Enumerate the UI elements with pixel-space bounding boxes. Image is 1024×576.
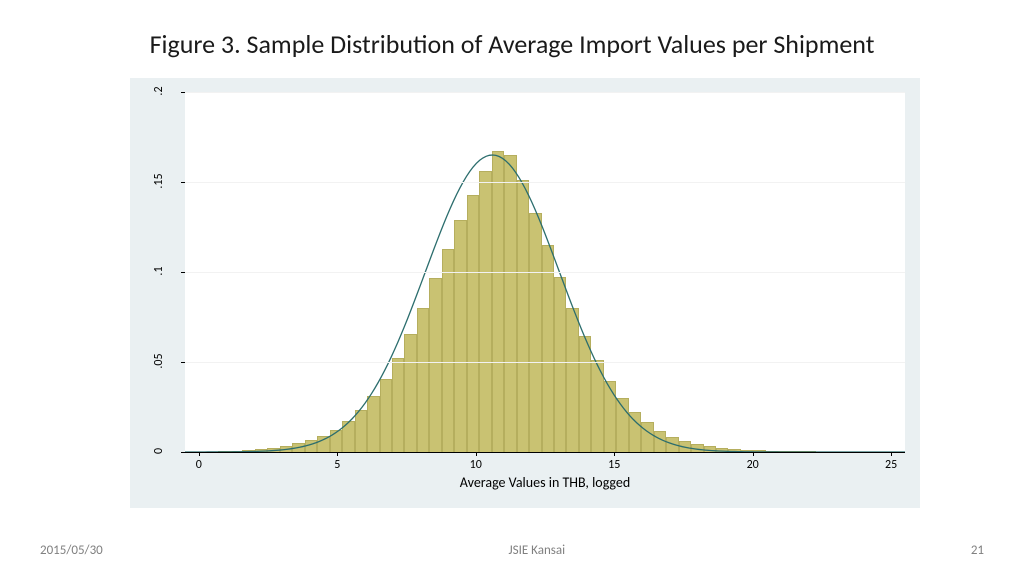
gridline [185, 182, 905, 183]
histogram-bar [479, 171, 491, 452]
histogram-bar [666, 437, 678, 452]
x-tick-label: 10 [470, 458, 482, 472]
histogram-bar [504, 155, 516, 452]
footer-date: 2015/05/30 [40, 543, 103, 558]
slide-footer: 2015/05/30 JSIE Kansai 21 [40, 543, 984, 558]
histogram-bar [367, 396, 379, 452]
histogram-bar [492, 151, 504, 452]
x-tick-label: 25 [885, 458, 897, 472]
histogram-bar [355, 410, 367, 452]
histogram-bar [429, 278, 441, 452]
histogram-bar [629, 412, 641, 453]
histogram-bar [292, 443, 304, 452]
y-tick-label: 0 [152, 431, 166, 471]
histogram-bar [342, 421, 354, 453]
histogram-bar [679, 441, 691, 452]
histogram-bar [392, 358, 404, 452]
histogram-bar [616, 398, 628, 452]
histogram-bar [591, 360, 603, 452]
histogram-bar [442, 249, 454, 452]
histogram-bar [330, 430, 342, 453]
y-tick [181, 182, 185, 183]
footer-page: 21 [971, 543, 984, 558]
histogram-bar [579, 336, 591, 452]
x-tick [199, 452, 200, 456]
y-tick-label: .2 [152, 71, 166, 111]
gridline [185, 362, 905, 363]
histogram-bar [654, 431, 666, 452]
histogram-bar [554, 277, 566, 452]
histogram-bar [417, 308, 429, 452]
histogram-bar [404, 334, 416, 452]
x-tick [891, 452, 892, 456]
x-axis-line [185, 452, 905, 453]
gridline [185, 272, 905, 273]
chart-plot-area: 0.05.1.15.20510152025Average Values in T… [185, 92, 905, 452]
chart-container: 0.05.1.15.20510152025Average Values in T… [130, 78, 920, 508]
histogram-bar [380, 379, 392, 452]
footer-center: JSIE Kansai [509, 543, 566, 558]
histogram-bar [305, 440, 317, 452]
x-tick [476, 452, 477, 456]
y-tick-label: .05 [152, 341, 166, 381]
histogram-bar [317, 436, 329, 452]
histogram-bar [542, 245, 554, 452]
histogram-bar [529, 213, 541, 452]
y-tick [181, 362, 185, 363]
histogram-bar [517, 180, 529, 452]
x-tick [614, 452, 615, 456]
gridline [185, 92, 905, 93]
x-tick-label: 5 [334, 458, 340, 472]
histogram-bar [641, 422, 653, 452]
x-tick-label: 15 [608, 458, 620, 472]
histogram-bar [467, 195, 479, 452]
y-tick [181, 92, 185, 93]
figure-title: Figure 3. Sample Distribution of Average… [0, 28, 1024, 60]
x-tick [753, 452, 754, 456]
x-axis-label: Average Values in THB, logged [460, 474, 630, 491]
x-tick-label: 20 [747, 458, 759, 472]
histogram-bar [566, 308, 578, 452]
y-tick [181, 272, 185, 273]
histogram-bar [604, 381, 616, 452]
histogram-bar [454, 220, 466, 452]
histogram-bar [691, 444, 703, 452]
x-tick [337, 452, 338, 456]
y-tick-label: .15 [152, 161, 166, 201]
x-tick-label: 0 [196, 458, 202, 472]
y-tick-label: .1 [152, 251, 166, 291]
